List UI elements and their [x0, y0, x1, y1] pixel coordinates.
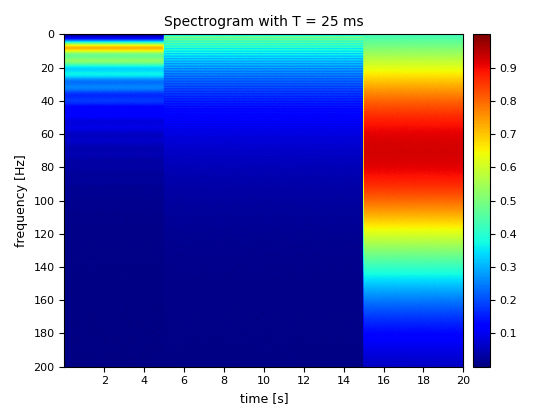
Y-axis label: frequency [Hz]: frequency [Hz]	[15, 154, 28, 247]
X-axis label: time [s]: time [s]	[240, 392, 288, 405]
Title: Spectrogram with T = 25 ms: Spectrogram with T = 25 ms	[164, 15, 363, 29]
